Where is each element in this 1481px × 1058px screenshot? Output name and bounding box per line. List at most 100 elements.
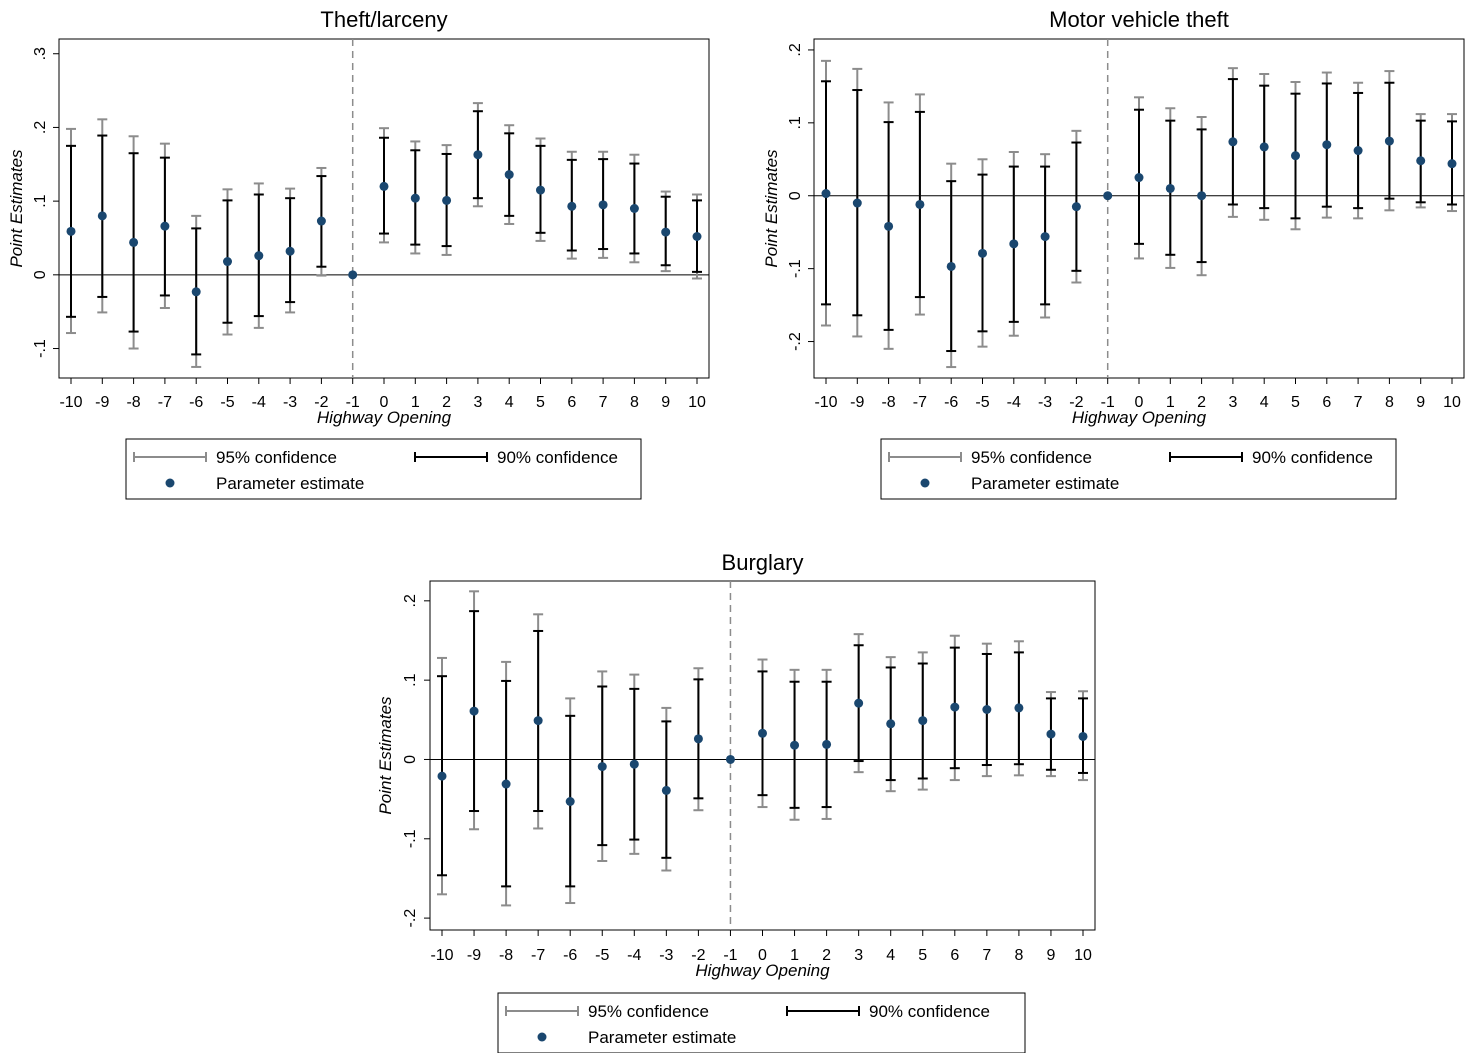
point-estimate bbox=[565, 797, 575, 807]
x-tick-label: 2 bbox=[1197, 394, 1206, 411]
point-estimate bbox=[469, 706, 479, 716]
legend: 95% confidence 90% confidence Parameter es… bbox=[125, 438, 642, 500]
point-estimate bbox=[442, 195, 452, 205]
y-tick-label: .2 bbox=[787, 43, 804, 56]
legend-estimate-label: Parameter estimate bbox=[588, 1028, 736, 1047]
x-tick-label: -7 bbox=[531, 947, 545, 964]
point-estimate bbox=[1384, 136, 1394, 146]
x-tick-label: -9 bbox=[467, 947, 481, 964]
x-tick-label: -8 bbox=[881, 394, 895, 411]
point-estimate bbox=[191, 287, 201, 297]
point-estimate bbox=[661, 785, 671, 795]
point-estimate bbox=[1291, 151, 1300, 161]
chart-panel-2: Motor vehicle theft .2 .1 0 -.1 -.2 Point Esti… bbox=[762, 7, 1465, 500]
point-estimate bbox=[915, 199, 925, 209]
x-tick-label: -9 bbox=[95, 394, 109, 411]
x-tick-label: -3 bbox=[659, 947, 673, 964]
point-estimate bbox=[473, 150, 483, 160]
legend-box bbox=[125, 438, 642, 500]
point-estimate bbox=[950, 702, 960, 712]
x-tick-label: -6 bbox=[563, 947, 577, 964]
point-estimate bbox=[504, 170, 514, 180]
y-tick-label: .1 bbox=[402, 673, 419, 686]
x-axis-label: Highway Opening bbox=[317, 408, 452, 427]
x-tick-label: -4 bbox=[252, 394, 266, 411]
x-tick-label: -10 bbox=[59, 394, 82, 411]
x-tick-label: 8 bbox=[630, 394, 639, 411]
x-tick-label: -4 bbox=[627, 947, 641, 964]
legend-estimate-label: Parameter estimate bbox=[216, 474, 364, 493]
legend-estimate-label: Parameter estimate bbox=[971, 474, 1119, 493]
x-tick-label: 6 bbox=[567, 394, 576, 411]
point-estimate bbox=[1353, 146, 1363, 156]
x-tick-label: 5 bbox=[1291, 394, 1300, 411]
x-tick-label: -8 bbox=[499, 947, 513, 964]
y-axis-label: Point Estimates bbox=[376, 696, 395, 815]
legend-box bbox=[497, 992, 1026, 1054]
point-estimate bbox=[437, 771, 447, 781]
point-estimate bbox=[1046, 729, 1056, 739]
y-axis-label: Point Estimates bbox=[762, 149, 781, 268]
y-axis-label: Point Estimates bbox=[7, 149, 26, 268]
legend: 95% confidence 90% confidence Parameter es… bbox=[497, 992, 1026, 1054]
legend-point-swatch bbox=[165, 478, 175, 488]
x-tick-label: -1 bbox=[1101, 394, 1115, 411]
point-estimate bbox=[1014, 703, 1024, 713]
point-estimate bbox=[1197, 191, 1207, 201]
x-tick-label: 3 bbox=[473, 394, 482, 411]
point-estimate bbox=[918, 716, 928, 726]
point-estimate bbox=[821, 189, 831, 199]
x-tick-label: -8 bbox=[126, 394, 140, 411]
point-estimate bbox=[567, 201, 577, 211]
point-estimate bbox=[97, 211, 107, 221]
x-tick-label: 4 bbox=[1260, 394, 1269, 411]
x-tick-label: -6 bbox=[944, 394, 958, 411]
x-tick-label: 6 bbox=[950, 947, 959, 964]
x-tick-label: -3 bbox=[1038, 394, 1052, 411]
y-tick-label: -.1 bbox=[787, 259, 804, 278]
point-estimate bbox=[1322, 140, 1332, 150]
x-tick-label: -1 bbox=[723, 947, 737, 964]
point-estimate bbox=[285, 246, 295, 256]
legend-ci95-label: 95% confidence bbox=[216, 448, 337, 467]
x-tick-label: -7 bbox=[158, 394, 172, 411]
point-estimate bbox=[946, 261, 956, 271]
x-tick-label: 7 bbox=[599, 394, 608, 411]
point-estimate bbox=[597, 762, 607, 772]
legend-point-swatch bbox=[537, 1032, 547, 1042]
x-tick-label: -2 bbox=[1069, 394, 1083, 411]
legend-ci90-label: 90% confidence bbox=[869, 1002, 990, 1021]
point-estimate bbox=[316, 216, 326, 226]
x-tick-label: -5 bbox=[595, 947, 609, 964]
point-estimate bbox=[822, 739, 832, 749]
point-estimate bbox=[1447, 159, 1457, 169]
x-tick-label: 0 bbox=[758, 947, 767, 964]
legend-ci95-label: 95% confidence bbox=[588, 1002, 709, 1021]
x-tick-label: 1 bbox=[411, 394, 420, 411]
y-tick-label: -.1 bbox=[32, 339, 49, 358]
point-estimate bbox=[693, 734, 703, 744]
chart-title: Burglary bbox=[722, 550, 804, 575]
x-tick-label: 7 bbox=[1354, 394, 1363, 411]
point-estimate bbox=[982, 704, 992, 714]
x-tick-label: 1 bbox=[790, 947, 799, 964]
legend-ci90-label: 90% confidence bbox=[497, 448, 618, 467]
point-estimate bbox=[501, 779, 511, 789]
point-estimate bbox=[1134, 173, 1144, 183]
y-tick-label: .3 bbox=[32, 47, 49, 60]
x-tick-label: -6 bbox=[189, 394, 203, 411]
x-tick-label: 8 bbox=[1014, 947, 1023, 964]
x-axis-label: Highway Opening bbox=[1072, 408, 1207, 427]
point-estimate bbox=[66, 226, 76, 236]
point-estimate bbox=[1071, 202, 1081, 212]
point-estimate bbox=[790, 740, 800, 750]
legend-box bbox=[880, 438, 1397, 500]
point-estimate bbox=[160, 221, 170, 231]
x-tick-label: 10 bbox=[1443, 394, 1461, 411]
x-tick-label: -7 bbox=[913, 394, 927, 411]
x-tick-label: 10 bbox=[1074, 947, 1092, 964]
x-tick-label: -2 bbox=[314, 394, 328, 411]
y-tick-label: 0 bbox=[402, 755, 419, 764]
